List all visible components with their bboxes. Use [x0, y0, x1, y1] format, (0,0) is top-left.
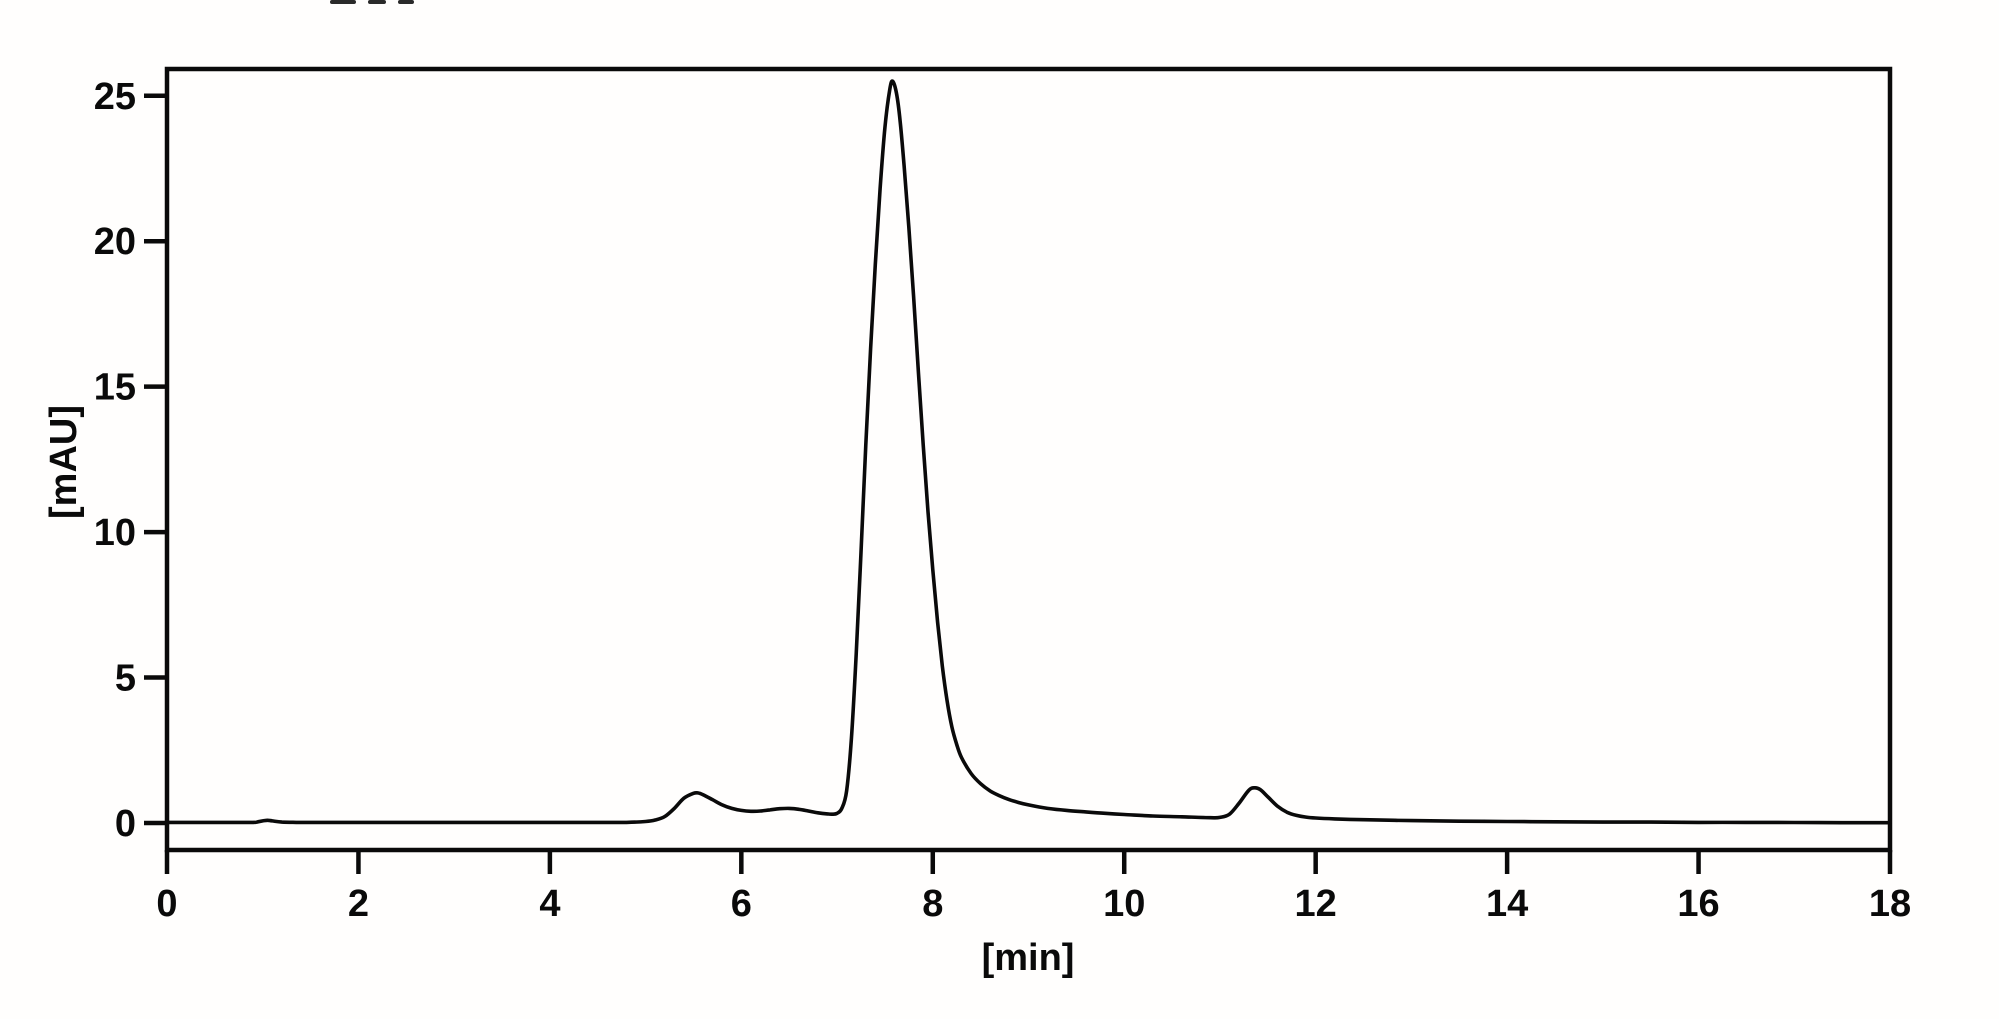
x-tick-label: 0 — [156, 883, 177, 925]
x-tick-label: 12 — [1295, 883, 1337, 925]
y-tick-label: 5 — [115, 658, 136, 700]
x-tick-label: 8 — [922, 883, 943, 925]
y-tick-label: 20 — [94, 221, 136, 263]
chromatogram-trace — [165, 79, 1892, 825]
x-axis-label: [min] — [982, 937, 1075, 979]
x-tick-label: 16 — [1677, 883, 1719, 925]
y-tick-label: 0 — [115, 803, 136, 845]
plot-frame — [164, 66, 1893, 853]
scan-artifact — [368, 0, 386, 4]
y-tick-label: 25 — [94, 76, 136, 118]
x-tick-label: 2 — [348, 883, 369, 925]
y-axis-ticks: 0 5 10 15 20 25 — [94, 76, 167, 845]
scan-artifact — [330, 0, 356, 4]
x-tick-label: 14 — [1486, 883, 1528, 925]
x-tick-label: 4 — [539, 883, 560, 925]
x-tick-label: 10 — [1103, 883, 1145, 925]
y-tick-label: 15 — [94, 367, 136, 409]
x-tick-label: 6 — [731, 883, 752, 925]
x-tick-label: 18 — [1869, 883, 1911, 925]
y-axis-label: [mAU] — [43, 405, 85, 519]
scan-artifact — [398, 0, 414, 4]
x-axis-ticks: 0 2 4 6 8 10 12 14 16 18 — [156, 850, 1911, 925]
y-tick-label: 10 — [94, 512, 136, 554]
